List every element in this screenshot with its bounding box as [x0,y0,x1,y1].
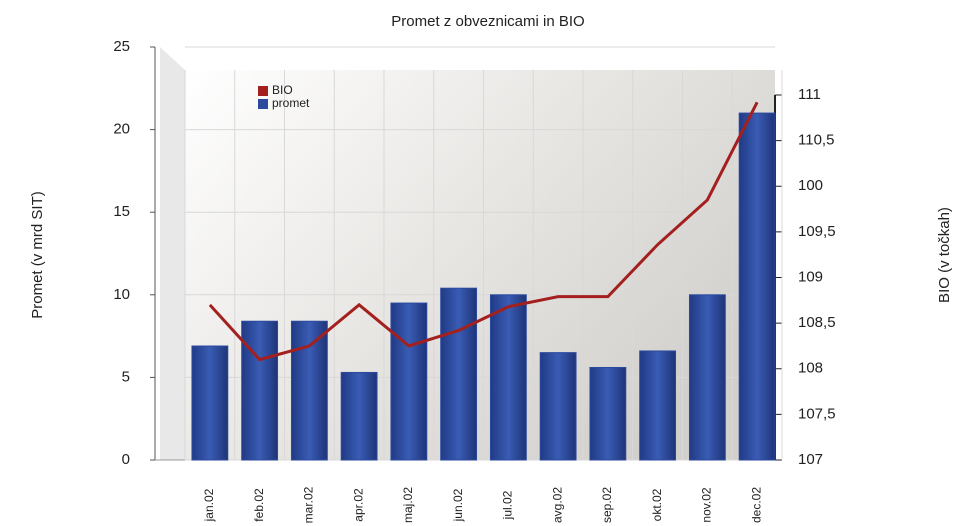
y2-axis-label: BIO (v točkah) [936,207,953,303]
bar [639,350,677,461]
y2-tick-label: 108,5 [798,314,836,331]
legend-swatch [258,99,268,109]
bar [589,366,627,461]
y2-tick-label: 111 [798,86,821,103]
x-tick-label: dec.02 [749,487,763,523]
y-tick-label: 0 [122,451,130,468]
x-tick-label: sep.02 [600,487,614,523]
y2-tick-label: 100 [798,177,823,194]
x-tick-label: nov.02 [700,487,714,522]
y2-tick-label: 108 [798,360,823,377]
y-tick-label: 15 [113,203,130,220]
bar [688,294,726,461]
y-axis-label: Promet (v mrd SIT) [29,191,46,319]
y2-tick-label: 109 [798,268,823,285]
plot-area [185,70,775,460]
x-tick-label: maj.02 [401,487,415,523]
x-tick-label: mar.02 [302,486,316,523]
bar [241,320,279,461]
bar [539,352,577,461]
bar [290,320,328,461]
side-wall [160,47,185,460]
x-tick-label: okt.02 [650,488,664,521]
x-tick-label: jun.02 [451,488,465,522]
y-tick-label: 5 [122,368,130,385]
x-tick-label: jan.02 [202,488,216,522]
line [208,101,759,362]
y-tick-label: 25 [113,38,130,55]
bar [390,302,428,461]
x-tick-label: feb.02 [252,488,266,522]
y2-tick-label: 109,5 [798,223,836,240]
bar [440,287,478,461]
y-tick-label: 20 [113,121,130,138]
bar [340,371,378,461]
legend-swatch [258,86,268,96]
legend-label: promet [272,96,310,110]
y2-tick-label: 107 [798,451,823,468]
x-tick-label: apr.02 [351,488,365,522]
x-tick-label: avg.02 [550,487,564,523]
y-tick-label: 10 [113,286,130,303]
bar [191,345,229,461]
x-tick-label: jul.02 [501,490,515,520]
bar [738,112,776,461]
legend-label: BIO [272,83,293,97]
chart-title: Promet z obveznicami in BIO [391,13,584,30]
y2-tick-label: 107,5 [798,405,836,422]
y2-tick-label: 110,5 [798,132,834,149]
bar [489,294,527,461]
